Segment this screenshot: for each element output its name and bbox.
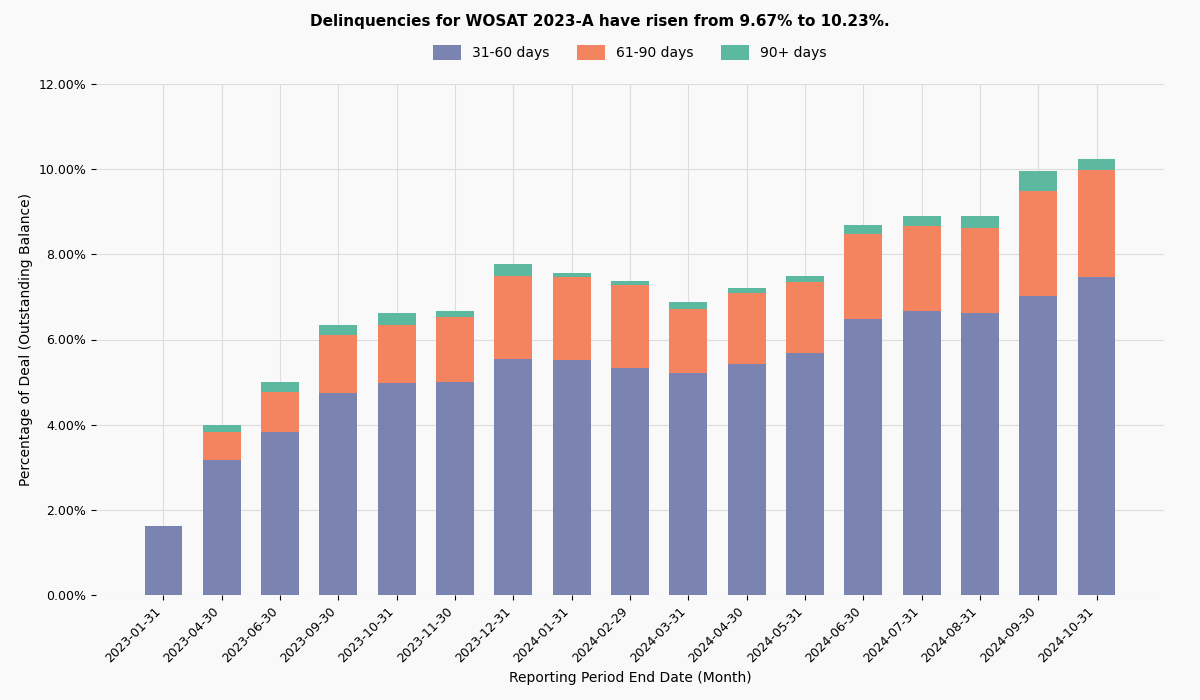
Bar: [494, 264, 533, 276]
Bar: [378, 313, 415, 325]
Bar: [436, 317, 474, 382]
Bar: [436, 311, 474, 317]
Bar: [670, 372, 707, 595]
Bar: [144, 526, 182, 595]
Bar: [902, 216, 941, 226]
Bar: [961, 216, 998, 228]
Bar: [845, 234, 882, 319]
Bar: [1078, 170, 1116, 277]
Bar: [611, 281, 649, 286]
Bar: [727, 293, 766, 364]
Bar: [902, 226, 941, 312]
Bar: [1019, 191, 1057, 295]
Bar: [786, 276, 824, 281]
X-axis label: Reporting Period End Date (Month): Reporting Period End Date (Month): [509, 671, 751, 685]
Bar: [611, 286, 649, 368]
Bar: [203, 425, 241, 433]
Bar: [727, 364, 766, 595]
Bar: [262, 382, 299, 392]
Bar: [1019, 295, 1057, 595]
Bar: [378, 325, 415, 384]
Bar: [553, 274, 590, 277]
Bar: [670, 309, 707, 372]
Bar: [203, 460, 241, 595]
Bar: [727, 288, 766, 293]
Bar: [436, 382, 474, 595]
Bar: [319, 325, 358, 335]
Bar: [262, 392, 299, 433]
Bar: [961, 313, 998, 595]
Bar: [786, 281, 824, 353]
Bar: [670, 302, 707, 309]
Bar: [1078, 160, 1116, 170]
Bar: [319, 335, 358, 393]
Bar: [494, 358, 533, 595]
Bar: [611, 368, 649, 595]
Bar: [845, 225, 882, 234]
Bar: [494, 276, 533, 358]
Bar: [378, 384, 415, 595]
Bar: [902, 312, 941, 595]
Bar: [262, 433, 299, 595]
Text: Delinquencies for WOSAT 2023-A have risen from 9.67% to 10.23%.: Delinquencies for WOSAT 2023-A have rise…: [310, 14, 890, 29]
Bar: [203, 433, 241, 460]
Bar: [845, 319, 882, 595]
Bar: [553, 277, 590, 360]
Bar: [1019, 172, 1057, 191]
Bar: [786, 353, 824, 595]
Bar: [1078, 277, 1116, 595]
Y-axis label: Percentage of Deal (Outstanding Balance): Percentage of Deal (Outstanding Balance): [19, 193, 32, 486]
Legend: 31-60 days, 61-90 days, 90+ days: 31-60 days, 61-90 days, 90+ days: [427, 40, 833, 66]
Bar: [553, 360, 590, 595]
Bar: [961, 228, 998, 313]
Bar: [319, 393, 358, 595]
